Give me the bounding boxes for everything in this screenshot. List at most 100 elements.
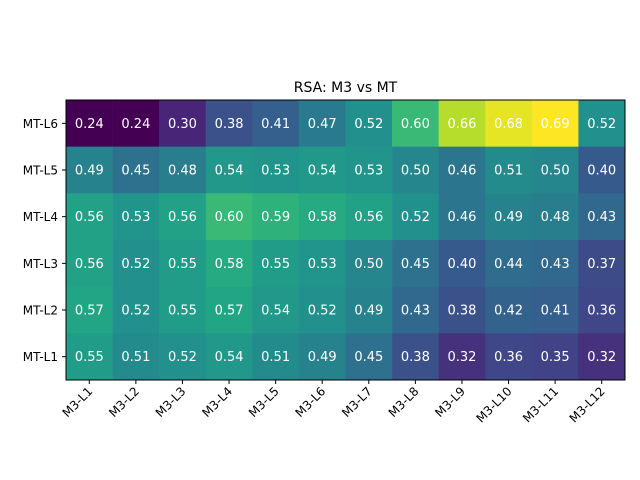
heatmap-cell-MT-L5-M3-L7 [345, 146, 393, 194]
cell-value-label: 0.46 [447, 164, 476, 179]
heatmap-cell-MT-L4-M3-L1 [66, 193, 113, 241]
heatmap-cell-MT-L1-M3-L1 [66, 333, 113, 381]
heatmap-cell-MT-L5-M3-L12 [578, 146, 626, 194]
cell-value-label: 0.52 [308, 304, 337, 319]
cell-value-label: 0.52 [168, 350, 197, 365]
heatmap-cell-MT-L1-M3-L3 [159, 333, 207, 381]
cell-value-label: 0.43 [541, 257, 570, 272]
heatmap-cell-MT-L3-M3-L9 [438, 240, 486, 287]
cell-value-label: 0.48 [541, 210, 570, 225]
cell-value-label: 0.50 [354, 257, 383, 272]
cell-value-label: 0.52 [401, 210, 430, 225]
heatmap-cell-MT-L5-M3-L11 [531, 146, 579, 194]
cell-value-label: 0.52 [121, 257, 150, 272]
heatmap-cell-MT-L1-M3-L7 [345, 333, 393, 381]
cell-value-label: 0.41 [541, 304, 570, 319]
y-axis: MT-L6 MT-L5 MT-L4 MT-L3 MT-L2 MT-L1 [23, 117, 66, 364]
heatmap-cell-MT-L4-M3-L6 [298, 193, 346, 241]
cell-value-label: 0.60 [215, 210, 244, 225]
heatmap-cell-MT-L4-M3-L5 [252, 193, 300, 241]
cell-value-label: 0.48 [168, 164, 197, 179]
heatmap-cell-MT-L2-M3-L8 [392, 286, 439, 334]
cell-value-label: 0.54 [308, 164, 337, 179]
cell-value-label: 0.50 [541, 164, 570, 179]
cell-value-label: 0.36 [494, 350, 523, 365]
heatmap-cell-MT-L2-M3-L4 [205, 286, 253, 334]
cell-value-label: 0.57 [215, 304, 244, 319]
heatmap-cell-MT-L5-M3-L2 [112, 146, 160, 194]
heatmap-cell-MT-L2-M3-L3 [159, 286, 207, 334]
cell-value-label: 0.58 [215, 257, 244, 272]
y-tick-label: MT-L5 [23, 164, 58, 178]
cell-value-label: 0.56 [75, 257, 104, 272]
cell-value-label: 0.53 [354, 164, 383, 179]
cell-value-label: 0.30 [168, 117, 197, 132]
heatmap-cell-MT-L4-M3-L10 [485, 193, 533, 241]
heatmap-cell-MT-L5-M3-L6 [298, 146, 346, 194]
cell-value-label: 0.41 [261, 117, 290, 132]
cell-value-label: 0.52 [354, 117, 383, 132]
heatmap-cell-MT-L1-M3-L6 [298, 333, 346, 381]
heatmap-cell-MT-L6-M3-L7 [345, 100, 393, 147]
chart-title: RSA: M3 vs MT [294, 80, 398, 96]
cell-value-label: 0.58 [308, 210, 337, 225]
heatmap-cell-MT-L5-M3-L9 [438, 146, 486, 194]
heatmap-cell-MT-L3-M3-L4 [205, 240, 253, 287]
x-tick-label: M3-L2 [106, 384, 142, 420]
heatmap-cell-MT-L2-M3-L1 [66, 286, 113, 334]
heatmap-cell-MT-L5-M3-L5 [252, 146, 300, 194]
heatmap-cell-MT-L4-M3-L7 [345, 193, 393, 241]
heatmap-cell-MT-L6-M3-L1 [66, 100, 113, 147]
cell-value-label: 0.42 [494, 304, 523, 319]
cell-value-label: 0.55 [168, 257, 197, 272]
heatmap-cell-MT-L6-M3-L2 [112, 100, 160, 147]
heatmap-cell-MT-L4-M3-L2 [112, 193, 160, 241]
heatmap-cell-MT-L1-M3-L8 [392, 333, 439, 381]
heatmap-cell-MT-L6-M3-L9 [438, 100, 486, 147]
heatmap-cell-MT-L5-M3-L10 [485, 146, 533, 194]
heatmap-cell-MT-L2-M3-L9 [438, 286, 486, 334]
cell-value-label: 0.51 [121, 350, 150, 365]
heatmap-cell-MT-L1-M3-L9 [438, 333, 486, 381]
heatmap-cell-MT-L6-M3-L8 [392, 100, 439, 147]
cell-value-label: 0.55 [168, 304, 197, 319]
cell-value-label: 0.43 [401, 304, 430, 319]
x-tick-label: M3-L5 [246, 384, 282, 420]
cell-value-label: 0.53 [121, 210, 150, 225]
x-axis: M3-L1 M3-L2 M3-L3 M3-L4 M3-L5 M3-L6 M3-L7 M3-L8… [60, 380, 608, 425]
y-tick-label: MT-L3 [23, 257, 58, 271]
heatmap-cell-MT-L3-M3-L1 [66, 240, 113, 287]
heatmap-cell-MT-L2-M3-L7 [345, 286, 393, 334]
cell-value-label: 0.40 [447, 257, 476, 272]
heatmap-cell-MT-L5-M3-L3 [159, 146, 207, 194]
cell-value-label: 0.54 [261, 304, 290, 319]
heatmap-cell-MT-L3-M3-L2 [112, 240, 160, 287]
cell-value-label: 0.43 [587, 210, 616, 225]
cell-value-label: 0.36 [587, 304, 616, 319]
heatmap-cell-MT-L3-M3-L5 [252, 240, 300, 287]
y-tick-label: MT-L1 [23, 350, 58, 364]
heatmap-cell-MT-L4-M3-L11 [531, 193, 579, 241]
cell-value-label: 0.55 [261, 257, 290, 272]
heatmap-cell-MT-L4-M3-L8 [392, 193, 439, 241]
cell-value-label: 0.49 [308, 350, 337, 365]
x-tick-label: M3-L10 [473, 384, 514, 425]
y-tick-label: MT-L2 [23, 304, 58, 318]
x-tick-label: M3-L7 [339, 384, 375, 420]
heatmap-cell-MT-L4-M3-L12 [578, 193, 626, 241]
cell-value-label: 0.49 [494, 210, 523, 225]
heatmap-cell-MT-L6-M3-L6 [298, 100, 346, 147]
heatmap-cell-MT-L2-M3-L10 [485, 286, 533, 334]
cell-value-label: 0.32 [447, 350, 476, 365]
heatmap-cell-MT-L3-M3-L6 [298, 240, 346, 287]
heatmap-cell-MT-L5-M3-L1 [66, 146, 113, 194]
heatmap-cell-MT-L3-M3-L8 [392, 240, 439, 287]
heatmap-cell-MT-L6-M3-L5 [252, 100, 300, 147]
cell-value-label: 0.56 [75, 210, 104, 225]
y-tick-label: MT-L6 [23, 117, 58, 131]
cell-value-label: 0.45 [121, 164, 150, 179]
cell-value-label: 0.56 [168, 210, 197, 225]
cell-value-label: 0.45 [354, 350, 383, 365]
cell-value-label: 0.45 [401, 257, 430, 272]
